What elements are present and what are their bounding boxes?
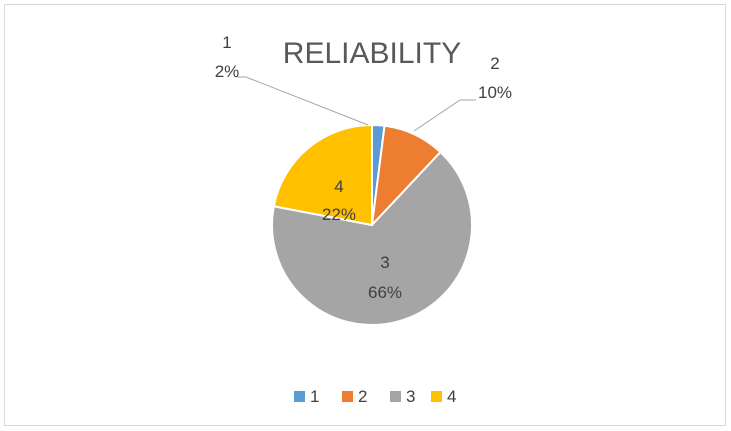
legend-swatch-3 [390, 391, 401, 402]
legend-label-1: 1 [310, 387, 319, 406]
data-label-value-3: 66% [368, 283, 402, 302]
legend-swatch-2 [342, 391, 353, 402]
data-label-value-4: 22% [322, 205, 356, 224]
leader-line-2 [413, 99, 476, 132]
data-label-category-4: 4 [334, 177, 343, 196]
pie-slice-3 [271, 150, 473, 326]
leader-line-1 [236, 76, 369, 126]
data-label-value-1: 2% [215, 62, 240, 81]
legend-label-4: 4 [447, 387, 456, 406]
legend: 1 2 3 4 [294, 387, 456, 406]
leader-lines [236, 76, 476, 132]
chart-title: RELIABILITY [283, 37, 461, 70]
legend-swatch-1 [294, 391, 305, 402]
legend-label-3: 3 [406, 387, 415, 406]
data-labels: 1 2% 2 10% 3 66% 4 22% [215, 33, 512, 302]
pie-slice-4 [272, 123, 373, 227]
pie-slices [271, 123, 473, 326]
data-label-category-2: 2 [490, 54, 499, 73]
data-label-category-1: 1 [222, 33, 231, 52]
legend-swatch-4 [431, 391, 442, 402]
data-label-category-3: 3 [380, 253, 389, 272]
legend-label-2: 2 [358, 387, 367, 406]
data-label-value-2: 10% [478, 83, 512, 102]
